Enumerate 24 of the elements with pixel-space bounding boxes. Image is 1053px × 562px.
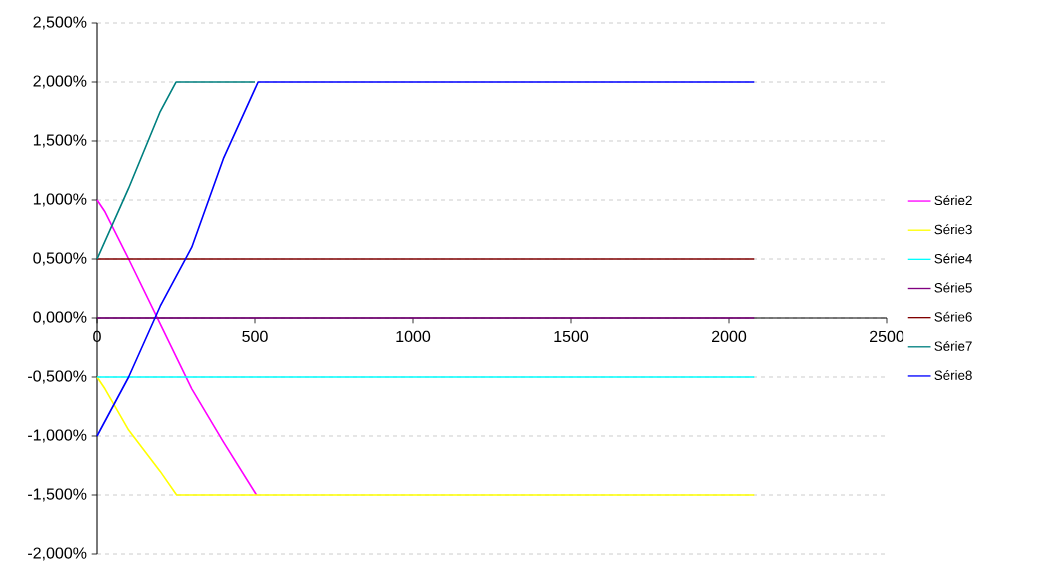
y-tick-label: -1,500% bbox=[28, 488, 87, 502]
y-tick-label: 2,000% bbox=[33, 75, 87, 89]
x-tick-label: 1000 bbox=[396, 330, 431, 343]
legend-label: Série5 bbox=[934, 282, 972, 293]
x-tick-label: 0 bbox=[93, 330, 101, 343]
legend-label: Série6 bbox=[934, 311, 972, 322]
legend-label: Série7 bbox=[934, 340, 972, 351]
x-tick-label: 1500 bbox=[554, 330, 589, 343]
y-tick-label: 1,500% bbox=[33, 134, 87, 148]
y-tick-label: -1,000% bbox=[28, 429, 87, 443]
y-tick-label: -2,000% bbox=[28, 547, 87, 561]
x-tick-label: 2500 bbox=[870, 330, 905, 343]
line-series bbox=[96, 376, 756, 496]
legend-label: Série8 bbox=[934, 370, 972, 380]
y-tick-label: 1,000% bbox=[33, 193, 87, 207]
x-tick-label: 2000 bbox=[712, 330, 747, 343]
legend-label: Série2 bbox=[934, 195, 972, 206]
y-tick-label: 0,000% bbox=[33, 311, 87, 325]
y-tick-label: 2,500% bbox=[33, 16, 87, 30]
legend-label: Série3 bbox=[934, 224, 972, 235]
y-tick-label: 0,500% bbox=[33, 252, 87, 266]
legend-label: Série4 bbox=[934, 253, 972, 264]
x-tick-label: 500 bbox=[242, 330, 268, 343]
y-tick-label: -0,500% bbox=[28, 370, 87, 384]
